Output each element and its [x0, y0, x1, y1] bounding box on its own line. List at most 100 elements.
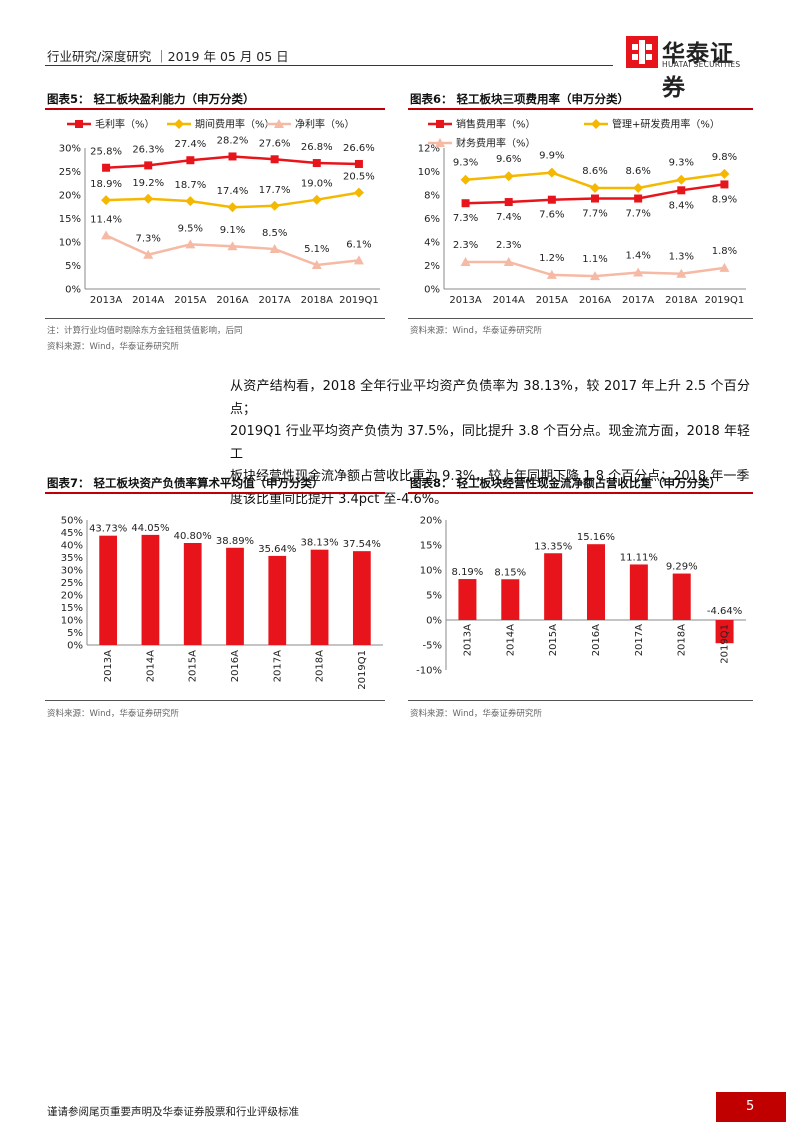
- figure-7-top-rule: [45, 492, 385, 494]
- figure-5-top-rule: [45, 108, 385, 110]
- legend-label: 净利率（%）: [295, 118, 355, 131]
- data-label: 35.64%: [258, 544, 296, 555]
- logo-english-text: HUATAI SECURITIES: [662, 60, 741, 69]
- x-tick-label: 2013A: [103, 650, 114, 682]
- data-label: 8.4%: [669, 200, 694, 211]
- data-point: [311, 260, 322, 270]
- figure-6-chart: 0% 2% 4% 6% 8% 10% 12% 2013A 2014A 2015A 2016A 2017…: [418, 118, 746, 306]
- x-tick-label: 2013A: [449, 295, 481, 306]
- x-tick-label: 2019Q1: [357, 650, 368, 690]
- figure-7-bottom-rule: [45, 700, 385, 701]
- y-tick-label: 5%: [67, 628, 83, 639]
- x-tick-label: 2017A: [634, 624, 645, 656]
- data-point: [677, 186, 686, 195]
- data-point: [461, 199, 470, 208]
- data-point: [719, 262, 730, 272]
- legend-label: 销售费用率（%）: [456, 118, 536, 131]
- data-label: 1.2%: [539, 253, 564, 264]
- y-tick-label: 15%: [61, 603, 83, 614]
- x-tick-label: 2014A: [132, 295, 164, 306]
- y-tick-label: 8%: [424, 191, 440, 202]
- bar: [672, 573, 691, 620]
- y-tick-label: 25%: [61, 578, 83, 589]
- y-tick-label: 5%: [65, 261, 81, 272]
- figure-5-note: 注：计算行业均值时剔除东方金钰租赁值影响，后同: [47, 326, 243, 336]
- x-tick-label: 2016A: [591, 624, 602, 656]
- huatai-logo-icon: [626, 36, 658, 68]
- data-point: [228, 152, 237, 161]
- x-tick-label: 2016A: [216, 295, 248, 306]
- y-tick-label: 10%: [418, 167, 440, 178]
- y-tick-label: -10%: [416, 666, 442, 677]
- y-tick-label: 10%: [61, 616, 83, 627]
- data-label: 17.4%: [217, 186, 249, 197]
- data-label: 11.11%: [620, 552, 658, 563]
- data-point: [503, 256, 514, 266]
- x-tick-label: 2015A: [536, 295, 568, 306]
- y-tick-label: 30%: [61, 566, 83, 577]
- data-label: 43.73%: [89, 524, 127, 535]
- legend-label: 期间费用率（%）: [195, 118, 275, 131]
- data-label: 19.0%: [301, 179, 333, 190]
- data-point: [504, 198, 513, 207]
- data-label: 7.3%: [136, 234, 161, 245]
- data-label: 1.3%: [669, 252, 694, 263]
- y-tick-label: 25%: [59, 167, 81, 178]
- body-paragraph: 从资产结构看，2018 全年行业平均资产负债率为 38.13%，较 2017 年…: [230, 376, 750, 511]
- y-tick-label: 50%: [61, 516, 83, 527]
- data-label: 9.29%: [666, 562, 698, 573]
- legend-label: 管理+研发费用率（%）: [612, 118, 720, 131]
- data-point: [590, 182, 600, 193]
- bar: [268, 555, 287, 645]
- figure-8-chart: -10% -5% 0% 5% 10% 15% 20% 8.19% 8.15% 13.35% 15.1…: [416, 516, 746, 677]
- figure-6-bottom-rule: [408, 318, 753, 319]
- data-point: [353, 255, 364, 265]
- data-label: 7.6%: [539, 210, 564, 221]
- figure-6-source: 资料来源：Wind，华泰证券研究所: [410, 326, 542, 336]
- figure-5-chart: 0% 5% 10% 15% 20% 25% 30% 2013A 2014A 2015A 2016A 2…: [59, 118, 380, 306]
- data-label: 2.3%: [453, 240, 478, 251]
- data-label: 9.6%: [496, 154, 521, 165]
- data-label: 6.1%: [346, 239, 371, 250]
- y-tick-label: 0%: [67, 641, 83, 652]
- x-tick-label: 2014A: [145, 650, 156, 682]
- y-tick-label: 20%: [420, 516, 442, 527]
- figure-8-title: 图表8： 轻工板块经营性现金流净额占营收比重（申万分类）: [410, 476, 722, 490]
- data-label: 7.4%: [496, 212, 521, 223]
- data-point: [186, 156, 195, 165]
- data-label: 9.5%: [178, 223, 203, 234]
- figure-6-top-rule: [408, 108, 753, 110]
- legend-marker: [274, 119, 284, 128]
- data-point: [354, 159, 363, 168]
- data-label: 7.3%: [453, 213, 478, 224]
- data-label: 17.7%: [259, 185, 291, 196]
- y-tick-label: 0%: [426, 616, 442, 627]
- y-tick-label: 10%: [59, 238, 81, 249]
- x-tick-label: 2016A: [230, 650, 241, 682]
- data-label: 15.16%: [577, 532, 615, 543]
- bar: [587, 544, 605, 620]
- bar: [310, 549, 329, 645]
- data-label: 9.9%: [539, 151, 564, 162]
- data-label: 18.7%: [174, 180, 206, 191]
- x-tick-label: 2018A: [315, 650, 326, 682]
- data-point: [312, 159, 321, 168]
- x-tick-label: 2013A: [90, 295, 122, 306]
- body-line: 从资产结构看，2018 全年行业平均资产负债率为 38.13%，较 2017 年…: [230, 379, 750, 417]
- data-label: 26.3%: [132, 144, 164, 155]
- data-label: 8.9%: [712, 194, 737, 205]
- data-label: 7.7%: [582, 209, 607, 220]
- data-label: 2.3%: [496, 240, 521, 251]
- bar: [501, 579, 520, 620]
- data-label: 8.19%: [452, 567, 484, 578]
- x-tick-label: 2018A: [301, 295, 333, 306]
- x-tick-label: 2015A: [188, 650, 199, 682]
- data-point: [311, 194, 322, 205]
- bar: [629, 564, 648, 620]
- data-point: [227, 241, 238, 251]
- x-tick-label: 2015A: [174, 295, 206, 306]
- legend-marker: [174, 119, 184, 129]
- data-point: [591, 194, 599, 203]
- data-label: 9.3%: [669, 158, 694, 169]
- data-label: 9.8%: [712, 152, 737, 163]
